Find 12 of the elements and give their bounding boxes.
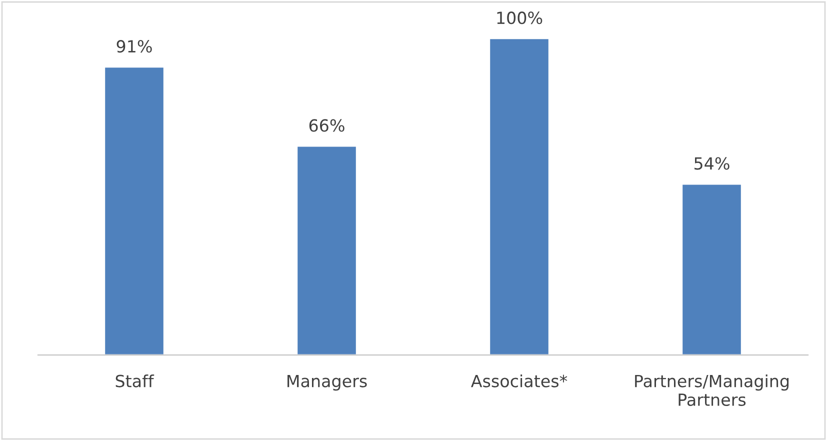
data-label: 66% — [309, 119, 344, 132]
x-tick-label: Associates* — [470, 374, 568, 388]
x-tick-label: Staff — [116, 374, 154, 388]
x-tick-label: Partners/Managing Partners — [635, 374, 789, 406]
bar — [104, 66, 165, 355]
x-tick-label: Managers — [288, 374, 367, 391]
bar — [488, 38, 550, 355]
data-label: 54% — [694, 157, 730, 170]
bar — [681, 183, 742, 355]
data-label: 100% — [497, 12, 542, 24]
bar — [296, 145, 358, 355]
data-label: 91% — [116, 40, 152, 53]
